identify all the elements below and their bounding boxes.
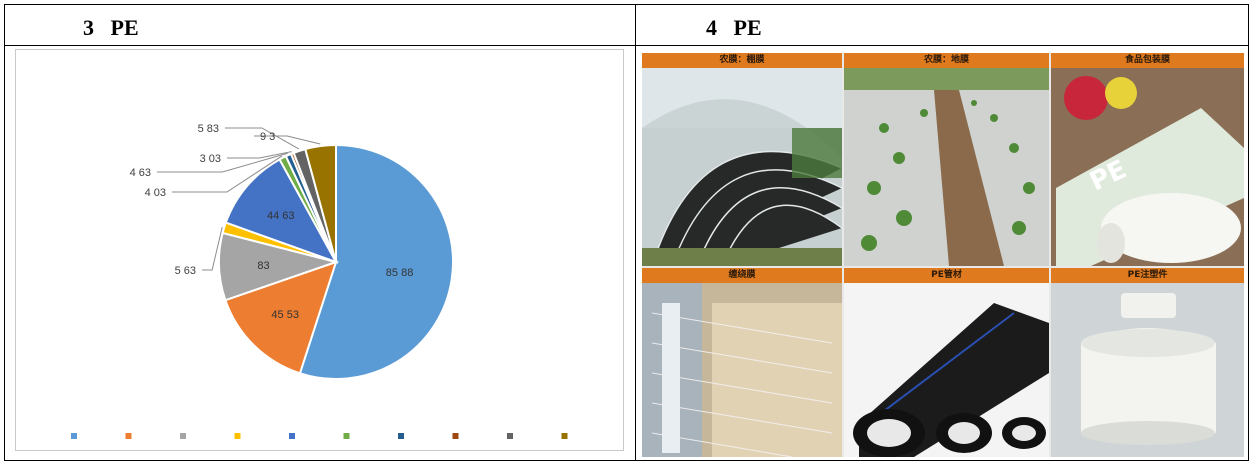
photo-tile-mulch: 农膜：地膜 (844, 53, 1049, 266)
pie-leader-line (254, 135, 321, 145)
pie-data-label: 85 88 (386, 267, 414, 279)
legend-marker (180, 433, 186, 439)
pie-data-label: 5 83 (198, 123, 219, 135)
pie-slice (304, 143, 337, 263)
pie-leader-line (202, 227, 223, 271)
photo-label: 农膜：棚膜 (642, 53, 842, 68)
legend-marker (561, 433, 568, 439)
pie-leader-line (225, 127, 300, 150)
photo-tile-greenhouse: 农膜：棚膜 (642, 53, 842, 266)
photo-label: PE注塑件 (1051, 268, 1244, 283)
pie-leader-line (157, 152, 288, 173)
pie-data-label: 45 53 (271, 309, 299, 321)
pie-data-label: 4 63 (130, 167, 151, 179)
table-divider-vertical (635, 5, 636, 460)
pie-data-label: 3 03 (200, 153, 221, 165)
table-divider-horizontal (5, 45, 1248, 46)
pie-leader-line (172, 155, 283, 193)
legend-marker (507, 433, 513, 439)
photo-tile-food-wrap: 食品包装膜 PE (1051, 53, 1244, 266)
legend-marker (125, 433, 132, 439)
pie-data-label: 4 03 (145, 187, 166, 199)
pie-chart-panel: 85 88 45 53 83 5 63 44 63 4 03 4 63 3 03 5 83 9 3 (15, 49, 624, 451)
photo-label: 缠绕膜 (642, 268, 842, 283)
pie-chart: 85 88 45 53 83 5 63 44 63 4 03 4 63 3 03 5 83 9 3 (71, 123, 568, 439)
food-wrap-photo-icon: PE (1051, 68, 1244, 266)
mulch-field-photo-icon (844, 68, 1049, 266)
pie-data-label: 5 63 (175, 265, 196, 277)
figure-3-caption: 3 PE (83, 15, 139, 40)
pie-slice (224, 260, 338, 375)
pie-slice (224, 158, 339, 264)
photo-tile-pe-pipe: PE管材 (844, 268, 1049, 457)
photo-label: PE管材 (844, 268, 1049, 283)
pie-data-label: 83 (257, 260, 269, 272)
photo-label: 食品包装膜 (1051, 53, 1244, 68)
legend-marker (71, 433, 77, 439)
pie-leader-line (227, 151, 292, 159)
pie-data-label: 9 3 (260, 131, 275, 143)
legend-marker (452, 433, 459, 439)
figure-4-caption: 4 PE (706, 15, 762, 40)
legend-marker (289, 433, 295, 439)
photo-tile-injection-part: PE注塑件 (1051, 268, 1244, 457)
pe-applications-photo-grid: 农膜：棚膜 农膜：地膜 食品包装膜 (642, 53, 1244, 457)
stretch-film-photo-icon (642, 283, 842, 457)
greenhouse-photo-icon (642, 68, 842, 266)
injection-part-photo-icon (1051, 283, 1244, 457)
legend-marker (398, 433, 404, 439)
figure-table: 3 PE 4 PE (4, 4, 1249, 461)
photo-label: 农膜：地膜 (844, 53, 1049, 68)
legend-marker (234, 433, 241, 439)
pie-slice (298, 143, 454, 380)
pie-data-label: 44 63 (267, 210, 295, 222)
pe-pipe-photo-icon (844, 283, 1049, 457)
legend-marker (343, 433, 350, 439)
photo-tile-stretch-film: 缠绕膜 (642, 268, 842, 457)
